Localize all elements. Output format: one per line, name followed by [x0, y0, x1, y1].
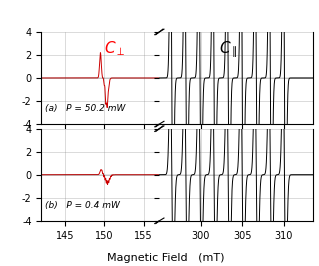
Text: $\mathit{C}_{\parallel}$: $\mathit{C}_{\parallel}$ [219, 39, 238, 60]
Text: $\mathit{C}_{\perp}$: $\mathit{C}_{\perp}$ [104, 39, 125, 58]
Text: (b)   P = 0.4 mW: (b) P = 0.4 mW [45, 201, 120, 210]
Text: (a)   P = 50.2 mW: (a) P = 50.2 mW [45, 104, 125, 113]
Text: Magnetic Field   (mT): Magnetic Field (mT) [107, 253, 225, 263]
